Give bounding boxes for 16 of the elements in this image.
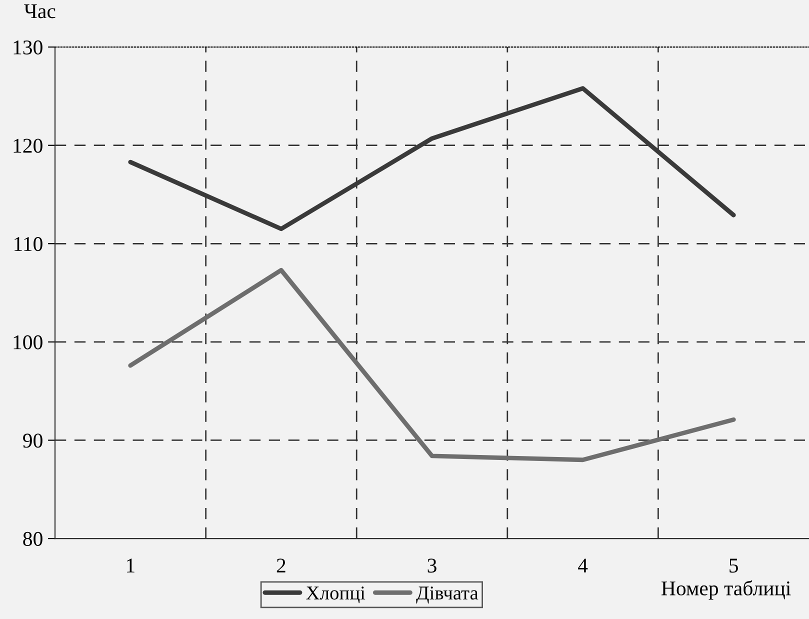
- x-tick-label: 3: [428, 558, 436, 573]
- line-series: [128, 268, 736, 462]
- legend-label: Дівчата: [416, 586, 478, 604]
- y-tick-label: 110: [14, 237, 42, 252]
- y-tick-label: 120: [14, 138, 42, 153]
- y-tick-label: 130: [14, 40, 42, 54]
- y-axis-title: Час: [24, 4, 56, 18]
- x-axis-title: Номер таблиці: [662, 580, 791, 600]
- x-tick-label: 4: [578, 558, 588, 572]
- x-tick-label: 1: [127, 558, 134, 572]
- legend-label: Хлопці: [306, 586, 366, 604]
- y-tick-label: 90: [23, 434, 42, 448]
- y-tick-label: 100: [14, 335, 42, 350]
- x-tick-label: 5: [730, 558, 738, 573]
- y-tick-label: 80: [23, 532, 42, 546]
- x-tick-label: 2: [276, 558, 286, 572]
